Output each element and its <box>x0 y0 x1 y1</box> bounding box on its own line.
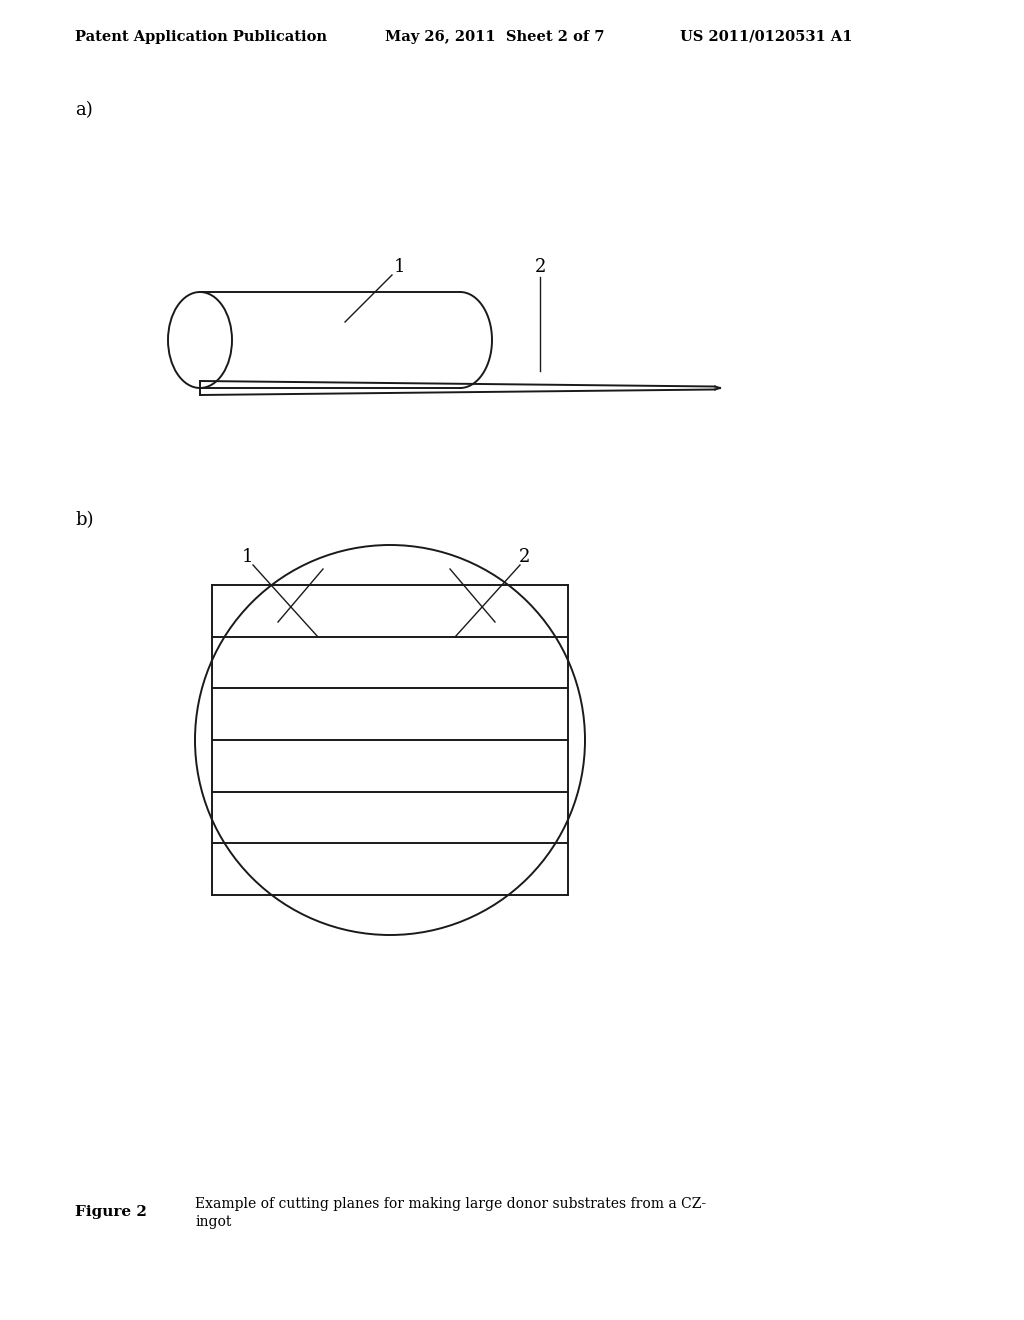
Text: US 2011/0120531 A1: US 2011/0120531 A1 <box>680 30 853 44</box>
Text: 1: 1 <box>243 548 254 566</box>
Text: Figure 2: Figure 2 <box>75 1205 146 1218</box>
Text: Patent Application Publication: Patent Application Publication <box>75 30 327 44</box>
Text: Example of cutting planes for making large donor substrates from a CZ-: Example of cutting planes for making lar… <box>195 1197 707 1210</box>
Text: ingot: ingot <box>195 1214 231 1229</box>
Text: 2: 2 <box>519 548 530 566</box>
Text: 2: 2 <box>535 257 546 276</box>
Text: May 26, 2011  Sheet 2 of 7: May 26, 2011 Sheet 2 of 7 <box>385 30 604 44</box>
Text: b): b) <box>75 511 93 529</box>
Text: 1: 1 <box>394 257 406 276</box>
Text: a): a) <box>75 102 93 119</box>
